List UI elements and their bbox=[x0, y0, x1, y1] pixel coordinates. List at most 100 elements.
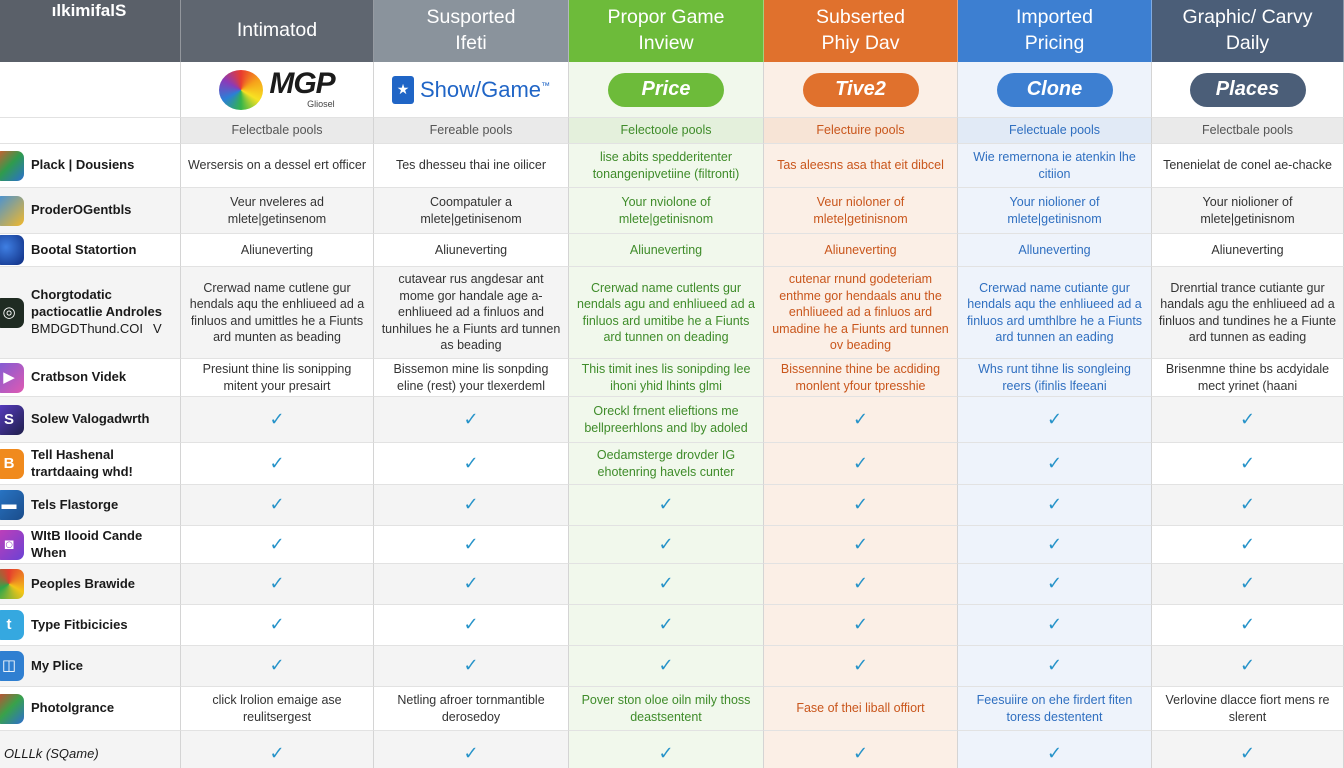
subheader-blank bbox=[0, 118, 181, 144]
row-label[interactable]: ◎ Chorgtodatic pactiocatlie Androles BMDGD… bbox=[0, 267, 181, 359]
checkmark-icon: ✓ bbox=[1152, 397, 1344, 443]
mgp-logo-text: MGP bbox=[269, 66, 335, 100]
checkmark-icon: ✓ bbox=[958, 526, 1152, 564]
checkmark-icon: ✓ bbox=[374, 443, 569, 485]
table-cell: cutenar rnund godeteriam enthme gor hend… bbox=[764, 267, 958, 359]
checkmark-icon: ✓ bbox=[569, 526, 764, 564]
tive2-pill-cell: Tive2 bbox=[764, 62, 958, 118]
column-header-6[interactable]: Graphic/ Carvy Daily bbox=[1152, 0, 1344, 62]
mgp-swirl-icon bbox=[219, 69, 264, 110]
table-cell: Tes dhesseu thai ine oilicer bbox=[374, 144, 569, 188]
chevron-down-icon[interactable]: V bbox=[152, 320, 162, 336]
checkmark-icon: ✓ bbox=[958, 397, 1152, 443]
table-cell: Fase of thei liball offiort bbox=[764, 687, 958, 731]
row-label[interactable]: B Tell Hashenal trartdaaing whd! bbox=[0, 443, 181, 485]
clone-button[interactable]: Clone bbox=[996, 72, 1113, 107]
table-cell: Presiunt thine lis sonipping mitent your… bbox=[181, 359, 374, 397]
table-cell: Crerwad name cutiante gur hendals aqu th… bbox=[958, 267, 1152, 359]
column-header-3[interactable]: Propor Game Inview bbox=[569, 0, 764, 62]
subheader-cell-1: Felectbale pools bbox=[181, 118, 374, 144]
mgp-logo-subtext: Gliosel bbox=[307, 98, 335, 109]
column-header-2-line2: Ifeti bbox=[455, 32, 487, 54]
table-cell: Tenenielat de conel ae-chacke bbox=[1152, 144, 1344, 188]
price-button[interactable]: Price bbox=[608, 72, 724, 107]
title-text: ılkimifalS bbox=[51, 1, 127, 20]
checkmark-icon: ✓ bbox=[764, 443, 958, 485]
checkmark-icon: ✓ bbox=[1152, 485, 1344, 526]
row-label[interactable]: Photolgrance bbox=[0, 687, 181, 731]
checkmark-icon: ✓ bbox=[958, 731, 1152, 768]
table-cell: lise abits spedderitenter tonangenipveti… bbox=[569, 144, 764, 188]
row-label[interactable]: Plack | Dousiens bbox=[0, 144, 181, 188]
table-cell: Coompatuler a mlete|getinisenom bbox=[374, 188, 569, 234]
table-cell: Veur nveleres ad mlete|getinsenom bbox=[181, 188, 374, 234]
subheader-cell-2: Fereable pools bbox=[374, 118, 569, 144]
row-label-text-wrap: Tels Flastorge bbox=[31, 497, 118, 514]
shapes-icon bbox=[0, 195, 24, 226]
row-label-text-wrap: Type Fitbicicies bbox=[31, 617, 128, 634]
checkmark-icon: ✓ bbox=[958, 443, 1152, 485]
showgame-logo: ★ Show/Game™ bbox=[391, 75, 550, 104]
ring-icon: ◎ bbox=[0, 297, 24, 328]
checkmark-icon: ✓ bbox=[181, 646, 374, 687]
table-cell: Pover ston oloe oiln mily thoss deastsen… bbox=[569, 687, 764, 731]
tive2-button[interactable]: Tive2 bbox=[802, 72, 919, 107]
table-cell: Alluneverting bbox=[958, 234, 1152, 267]
checkmark-icon: ✓ bbox=[181, 397, 374, 443]
row-label[interactable]: ◫ My Plice bbox=[0, 646, 181, 687]
table-cell: Veur nioloner of mlete|getinisnom bbox=[764, 188, 958, 234]
table-cell: This timit ines lis sonipding lee ihoni … bbox=[569, 359, 764, 397]
checkmark-icon: ✓ bbox=[374, 605, 569, 646]
row-label[interactable]: OLLLk (SQame) bbox=[0, 731, 181, 768]
mgp-logo-cell[interactable]: MGP Gliosel bbox=[181, 62, 374, 118]
checkmark-icon: ✓ bbox=[764, 397, 958, 443]
shopping-bag-icon: ★ bbox=[391, 75, 414, 104]
column-header-3-line1: Propor Game bbox=[607, 6, 725, 29]
row-label-text-wrap: Cratbson Videk bbox=[31, 369, 126, 386]
table-cell: Bissennine thine be acdiding monlent yfo… bbox=[764, 359, 958, 397]
column-header-1[interactable]: Intimatod bbox=[181, 0, 374, 62]
row-label[interactable]: t Type Fitbicicies bbox=[0, 605, 181, 646]
table-cell: Aliuneverting bbox=[1152, 234, 1344, 267]
row-label[interactable]: ▬ Tels Flastorge bbox=[0, 485, 181, 526]
checkmark-icon: ✓ bbox=[569, 564, 764, 605]
app-icon: S bbox=[0, 404, 24, 435]
row-label-text: Photolgrance bbox=[31, 700, 115, 716]
checkmark-icon: ✓ bbox=[374, 397, 569, 443]
row-label[interactable]: S Solew Valogadwrth bbox=[0, 397, 181, 443]
row-label-text-wrap: My Plice bbox=[31, 658, 83, 675]
checkmark-icon: ✓ bbox=[764, 485, 958, 526]
checkmark-icon: ✓ bbox=[1152, 646, 1344, 687]
showgame-logo-cell[interactable]: ★ Show/Game™ bbox=[374, 62, 569, 118]
table-cell: Crerwad name cutlents gur nendals agu an… bbox=[569, 267, 764, 359]
globe-icon bbox=[0, 235, 24, 265]
row-label[interactable]: ◙ WItB Ilooid Cande When bbox=[0, 526, 181, 564]
checkmark-icon: ✓ bbox=[181, 564, 374, 605]
column-header-6-line2: Daily bbox=[1225, 32, 1270, 54]
subheader-cell-3: Felectoole pools bbox=[569, 118, 764, 144]
video-icon: ▶ bbox=[0, 362, 24, 393]
row-label[interactable]: ▶ Cratbson Videk bbox=[0, 359, 181, 397]
row-label-text: My Plice bbox=[31, 657, 84, 673]
table-cell: Tas aleesns asa that eit dibcel bbox=[764, 144, 958, 188]
checkmark-icon: ✓ bbox=[764, 731, 958, 768]
row-label-text-wrap: OLLLk (SQame) bbox=[4, 746, 99, 763]
row-label[interactable]: Peoples Brawide bbox=[0, 564, 181, 605]
table-cell: Brisenmne thine bs acdyidale mect yrinet… bbox=[1152, 359, 1344, 397]
checkmark-icon: ✓ bbox=[181, 605, 374, 646]
checkmark-icon: ✓ bbox=[569, 485, 764, 526]
table-cell: Wersersis on a dessel ert officer bbox=[181, 144, 374, 188]
column-header-5[interactable]: Imported Pricing bbox=[958, 0, 1152, 62]
places-button[interactable]: Places bbox=[1189, 72, 1306, 107]
row-label-text: Bootal Statortion bbox=[31, 241, 137, 257]
checkmark-icon: ✓ bbox=[569, 646, 764, 687]
row-label-text-wrap: ProderOGentbls bbox=[31, 202, 131, 219]
row-label[interactable]: Bootal Statortion bbox=[0, 234, 181, 267]
row-label[interactable]: ProderOGentbls bbox=[0, 188, 181, 234]
column-header-4[interactable]: Subserted Phiy Dav bbox=[764, 0, 958, 62]
checkmark-icon: ✓ bbox=[181, 526, 374, 564]
mgp-logo: MGP Gliosel bbox=[219, 66, 336, 111]
card-icon: ▬ bbox=[0, 490, 24, 520]
table-cell: Oreckl frnent elieftions me bellpreerhlo… bbox=[569, 397, 764, 443]
column-header-2[interactable]: Susported Ifeti bbox=[374, 0, 569, 62]
